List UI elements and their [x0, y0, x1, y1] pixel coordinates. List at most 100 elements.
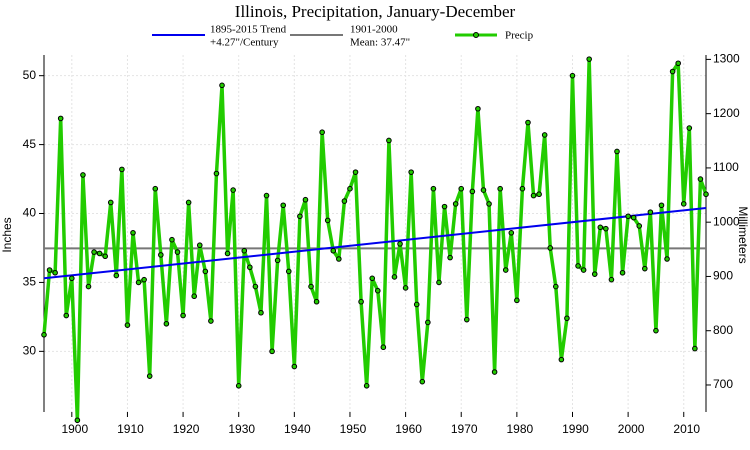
data-point [397, 241, 403, 247]
data-point [536, 191, 542, 198]
data-point [241, 247, 248, 254]
data-point [463, 316, 470, 323]
data-point [408, 169, 414, 175]
data-point [80, 172, 86, 178]
x-tick-label: 1930 [228, 422, 255, 436]
data-point [508, 230, 515, 236]
data-point [374, 287, 381, 294]
data-point [146, 373, 153, 379]
data-point [569, 72, 576, 79]
data-point [480, 187, 487, 193]
data-point [57, 115, 64, 122]
y-axis-label: Inches [0, 217, 14, 252]
data-point [291, 363, 298, 370]
trend-line [43, 207, 707, 280]
data-point [502, 267, 509, 273]
y2-tick-label: 900 [713, 269, 733, 283]
data-point [163, 320, 170, 327]
data-point [603, 225, 609, 232]
data-point [169, 236, 175, 243]
data-point [46, 267, 53, 273]
x-tick-label: 2010 [673, 422, 700, 436]
data-point [458, 185, 465, 192]
data-point [258, 309, 264, 316]
data-point [208, 318, 214, 324]
data-point [196, 242, 203, 249]
data-point [202, 268, 209, 275]
data-point [85, 283, 92, 290]
data-point [625, 213, 631, 220]
x-tick-label: 2000 [618, 422, 645, 436]
data-point [96, 250, 103, 257]
x-tick-label: 1960 [395, 422, 422, 436]
data-point [436, 279, 442, 286]
data-point [575, 263, 581, 269]
data-point [564, 315, 570, 322]
y2-tick-label: 1300 [713, 52, 740, 66]
legend-label: Precip [505, 30, 534, 42]
data-point [447, 254, 453, 261]
data-point [308, 283, 314, 290]
data-point [219, 82, 225, 89]
data-point [124, 322, 131, 328]
y-tick-label: 45 [23, 137, 37, 151]
data-point [530, 192, 537, 199]
data-point [552, 283, 559, 290]
data-point [363, 383, 370, 389]
data-point [413, 301, 420, 308]
data-point [180, 312, 186, 319]
legend-label: Mean: 37.47" [350, 37, 410, 49]
y2-axis-label: Millimeters [736, 206, 750, 263]
data-point [692, 345, 698, 352]
data-point [386, 137, 392, 144]
data-point [703, 191, 709, 198]
data-point [636, 223, 643, 229]
y-tick-label: 35 [23, 275, 37, 289]
data-point [580, 267, 587, 273]
data-point [119, 166, 125, 173]
data-point [141, 276, 147, 283]
data-point [247, 264, 253, 271]
data-point [491, 369, 498, 375]
data-point [586, 56, 592, 62]
data-point [486, 201, 492, 207]
data-point [430, 185, 437, 192]
legend-label: 1901-2000 [350, 24, 398, 36]
data-point [113, 272, 120, 279]
data-point [230, 187, 236, 193]
data-point [347, 185, 353, 192]
data-point [614, 148, 620, 155]
data-point [330, 247, 337, 254]
data-point [91, 249, 97, 255]
data-point [380, 344, 387, 351]
y-tick-label: 30 [23, 344, 37, 358]
data-point [419, 378, 426, 385]
data-point [185, 199, 192, 206]
data-point [313, 298, 320, 305]
data-point [336, 256, 342, 262]
data-point [213, 170, 220, 177]
data-point [391, 274, 398, 280]
data-point [285, 268, 292, 275]
data-point [263, 192, 270, 199]
legend-marker [473, 32, 479, 38]
data-point [135, 279, 142, 286]
data-point [653, 327, 659, 334]
data-point [619, 269, 626, 276]
y2-tick-label: 800 [713, 323, 733, 337]
data-point [269, 348, 275, 355]
data-point [74, 417, 81, 424]
data-point [647, 209, 654, 215]
data-point [358, 298, 364, 305]
x-tick-label: 1950 [340, 422, 367, 436]
y2-tick-label: 1100 [713, 160, 739, 174]
legend-label: +4.27"/Century [210, 37, 279, 49]
legend-label: 1895-2015 Trend [210, 24, 287, 36]
x-tick-label: 1970 [451, 422, 478, 436]
data-point [664, 256, 670, 262]
data-point [475, 105, 481, 112]
data-point [402, 285, 409, 291]
x-tick-label: 1900 [61, 422, 88, 436]
data-point [235, 383, 242, 389]
